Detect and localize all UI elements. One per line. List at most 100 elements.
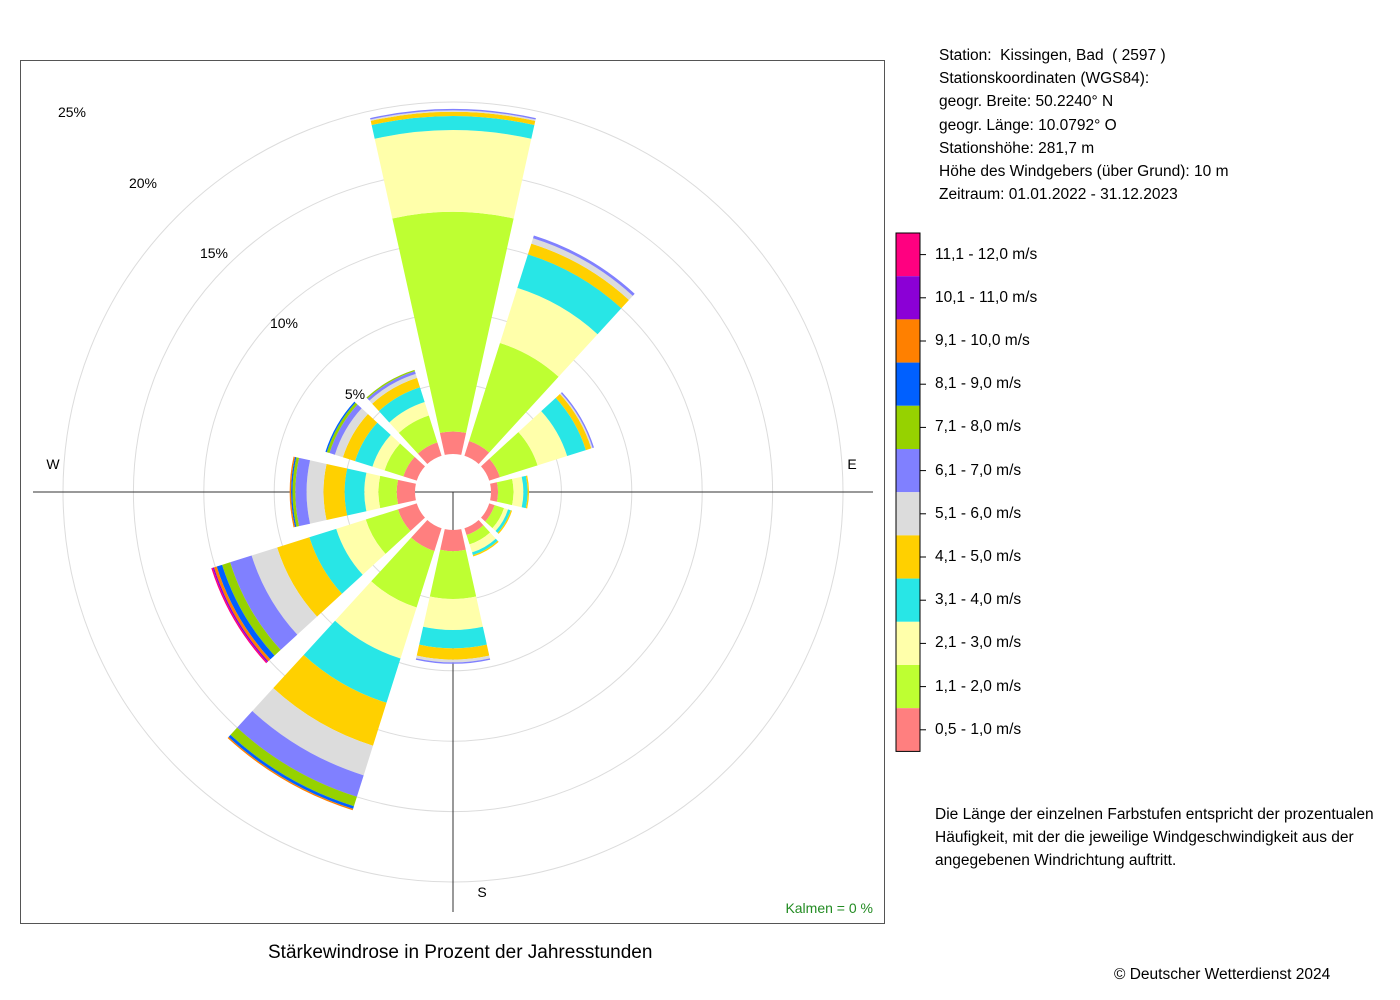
legend-swatch: [896, 708, 920, 752]
speed-segment: [525, 475, 530, 509]
speed-segment: [517, 254, 622, 335]
speed-segment: [411, 520, 442, 552]
direction-sector: [481, 392, 594, 481]
legend-label: 4,1 - 5,0 m/s: [935, 548, 1022, 565]
direction-sector: [464, 520, 499, 557]
speed-segment: [518, 411, 568, 466]
legend-label: 10,1 - 11,0 m/s: [935, 288, 1038, 306]
speed-segment: [378, 475, 399, 509]
speed-segment: [336, 519, 386, 575]
speed-segment: [325, 401, 356, 453]
speed-segment: [309, 528, 363, 594]
speed-segment: [230, 555, 298, 650]
speed-segment: [499, 287, 598, 377]
explanation-note: Die Länge der einzelnen Farbstufen entsp…: [935, 806, 1374, 870]
legend-label: 2,1 - 3,0 m/s: [935, 634, 1022, 652]
legend-swatch: [896, 578, 920, 622]
station-info: Station: Kissingen, Bad ( 2597 ) Station…: [939, 44, 1228, 206]
legend-swatch: [896, 276, 920, 320]
speed-segment: [372, 434, 401, 471]
speed-segment: [213, 566, 271, 662]
speed-segment: [464, 440, 490, 464]
latitude-line: geogr. Breite: 50.2240° N: [939, 93, 1114, 111]
speed-segment: [364, 472, 381, 512]
speed-segment: [469, 342, 559, 453]
speed-segment: [371, 116, 535, 139]
period-line: Zeitraum: 01.01.2022 - 31.12.2023: [939, 186, 1178, 204]
speed-segment: [277, 537, 342, 617]
speed-segment: [273, 654, 387, 746]
speed-segment: [222, 562, 281, 656]
speed-segment: [415, 658, 491, 664]
speed-segment: [303, 620, 401, 703]
compass-label-west: W: [46, 456, 60, 472]
speed-segment: [252, 688, 373, 776]
speed-segment: [464, 520, 484, 535]
speed-segment: [369, 373, 418, 404]
speed-segment: [521, 475, 528, 509]
speed-segment: [367, 371, 416, 401]
legend-label: 0,5 - 1,0 m/s: [935, 720, 1022, 738]
speed-segment: [403, 456, 425, 481]
speed-segment: [527, 243, 629, 309]
speed-segment: [416, 644, 490, 660]
station-line: Station: Kissingen, Bad ( 2597 ): [939, 47, 1166, 64]
speed-segment: [472, 540, 499, 557]
speed-segment: [533, 235, 635, 296]
speed-segment: [291, 456, 297, 528]
speed-segment: [531, 238, 633, 300]
compass-label-east: E: [847, 456, 856, 472]
speed-segment: [237, 711, 364, 797]
speed-segment: [230, 727, 357, 807]
direction-sector: [415, 529, 491, 664]
speed-segment: [397, 503, 425, 531]
legend-border: [895, 232, 921, 752]
ring-label: 5%: [345, 386, 365, 402]
plot-frame: [20, 60, 885, 924]
speed-segment: [429, 549, 477, 599]
speed-segment: [292, 457, 300, 527]
legend-label: 9,1 - 10,0 m/s: [935, 332, 1030, 349]
direction-sector: [211, 503, 425, 664]
legend-swatch: [896, 621, 920, 665]
speed-segment: [342, 414, 378, 462]
speed-segment: [371, 537, 435, 608]
legend-swatch: [896, 492, 920, 536]
speed-segment: [389, 402, 429, 433]
legend-swatch: [896, 449, 920, 493]
legend-swatch: [896, 319, 920, 363]
ring-label: 15%: [200, 245, 228, 261]
legend-label: 5,1 - 6,0 m/s: [935, 504, 1022, 522]
speed-segment: [216, 564, 275, 660]
speed-segment: [439, 431, 467, 455]
speed-segment: [335, 581, 417, 659]
legend-label: 3,1 - 4,0 m/s: [935, 591, 1022, 609]
speed-segment: [496, 478, 514, 506]
direction-sector: [370, 109, 536, 455]
speed-segment: [370, 109, 536, 120]
ring-label: 25%: [58, 104, 86, 120]
ring-label: 20%: [129, 175, 157, 191]
calm-label: Kalmen = 0 %: [785, 900, 873, 916]
speed-segment: [354, 422, 391, 467]
speed-segment: [489, 432, 538, 478]
legend-label: 6,1 - 7,0 m/s: [935, 461, 1022, 479]
legend-label: 7,1 - 8,0 m/s: [935, 418, 1022, 436]
speed-segment: [490, 482, 499, 502]
speed-segment: [366, 369, 415, 399]
speed-segment: [481, 458, 500, 481]
speed-segment: [423, 596, 483, 630]
speed-segment: [370, 110, 536, 121]
speed-segment: [251, 547, 318, 635]
speed-segment: [323, 463, 348, 521]
speed-segment: [512, 476, 524, 508]
longitude-line: geogr. Länge: 10.0792° O: [939, 116, 1117, 134]
speed-segment: [378, 387, 425, 423]
direction-sector: [490, 475, 530, 509]
speed-segment: [295, 457, 311, 527]
direction-sector: [481, 503, 513, 534]
speed-segment: [374, 130, 532, 219]
direction-sector: [289, 456, 416, 528]
speed-segment: [306, 460, 327, 524]
speed-segment: [289, 456, 295, 528]
